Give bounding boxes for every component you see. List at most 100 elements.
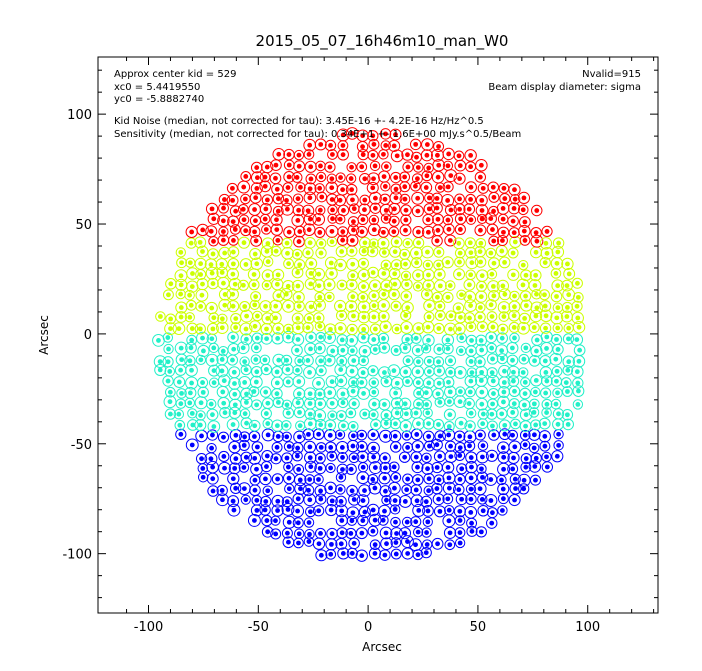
detector-point [577, 347, 583, 353]
detector-point [405, 445, 411, 450]
detector-beam-circle [378, 398, 391, 411]
detector-beam-circle [291, 172, 303, 183]
detector-point [264, 453, 270, 459]
detector-beam-circle [207, 248, 219, 260]
detector-point [244, 391, 249, 397]
detector-beam-circle [312, 376, 325, 390]
detector-point [576, 388, 581, 394]
detector-point [469, 370, 475, 375]
detector-point [263, 476, 268, 482]
detector-point [381, 291, 387, 297]
detector-point [318, 496, 324, 502]
detector-beam-circle [528, 428, 541, 441]
plot-frame [97, 56, 659, 614]
detector-beam-circle [240, 333, 253, 346]
detector-point [405, 337, 410, 342]
detector-point [448, 358, 453, 364]
detector-point [405, 305, 411, 311]
detector-point [391, 143, 397, 149]
detector-point [522, 238, 528, 243]
detector-point [307, 477, 313, 482]
detector-beam-circle [312, 267, 326, 281]
detector-point [448, 173, 454, 179]
detector-beam-circle [367, 473, 379, 485]
detector-beam-circle [325, 267, 338, 280]
detector-point [360, 217, 366, 223]
detector-beam-circle [335, 245, 348, 258]
detector-point [167, 411, 173, 417]
detector-beam-circle [293, 406, 306, 419]
detector-point [362, 176, 368, 182]
detector-beam-circle [348, 537, 360, 550]
detector-point [437, 508, 443, 514]
detector-beam-circle [390, 527, 403, 540]
detector-point [273, 456, 279, 462]
detector-point [456, 326, 462, 332]
detector-beam-circle [412, 269, 425, 282]
detector-beam-circle [336, 183, 349, 196]
x-tick-label: 50 [470, 620, 487, 635]
annotation-center-kid: Approx center kid = 529 [114, 69, 236, 80]
detector-point [232, 410, 238, 416]
detector-beam-circle [420, 288, 433, 301]
detector-point [381, 151, 386, 157]
detector-point [423, 550, 429, 556]
detector-point [222, 250, 228, 256]
detector-point [434, 442, 440, 448]
detector-beam-circle [327, 410, 338, 421]
detector-point [522, 219, 528, 225]
detector-point [187, 292, 192, 298]
detector-point [502, 431, 508, 437]
detector-point [362, 411, 368, 417]
detector-beam-circle [507, 463, 519, 475]
detector-point [425, 229, 431, 235]
detector-beam-circle [433, 343, 445, 355]
detector-point [425, 324, 431, 330]
detector-point [391, 464, 397, 470]
detector-point [457, 163, 463, 169]
detector-point [445, 464, 451, 470]
detector-point [457, 445, 463, 451]
detector-beam-circle [228, 277, 242, 291]
detector-point [244, 336, 249, 342]
detector-point [574, 369, 580, 375]
detector-beam-circle [421, 225, 435, 239]
detector-point [316, 541, 322, 547]
detector-point [490, 184, 496, 190]
detector-beam-circle [390, 171, 402, 184]
detector-point [264, 248, 270, 254]
detector-point [490, 227, 495, 232]
detector-beam-circle [539, 237, 553, 250]
detector-point [394, 239, 399, 245]
detector-beam-circle [366, 181, 379, 194]
detector-beam-circle [411, 205, 424, 218]
detector-beam-circle [517, 204, 529, 216]
detector-point [221, 454, 227, 459]
detector-beam-circle [391, 406, 404, 420]
detector-beam-circle [281, 280, 295, 293]
detector-beam-circle [195, 301, 206, 312]
detector-point [415, 477, 421, 483]
detector-beam-circle [401, 301, 414, 314]
detector-point [402, 499, 408, 504]
detector-beam-circle [390, 259, 403, 271]
detector-point [179, 390, 184, 396]
detector-beam-circle [367, 130, 379, 142]
detector-point [317, 323, 323, 329]
detector-point [446, 518, 452, 524]
detector-beam-circle [291, 312, 304, 325]
detector-point [457, 196, 462, 202]
detector-point [489, 520, 495, 526]
detector-point [523, 293, 529, 299]
detector-beam-circle [314, 138, 327, 151]
detector-point [284, 240, 290, 246]
detector-point [512, 476, 518, 482]
detector-beam-circle [453, 150, 465, 162]
detector-point [230, 303, 236, 309]
detector-point [316, 283, 322, 289]
detector-point [489, 314, 495, 319]
detector-beam-circle [456, 289, 467, 300]
detector-point [338, 367, 344, 372]
detector-beam-circle [444, 539, 456, 551]
detector-beam-circle [345, 300, 358, 313]
